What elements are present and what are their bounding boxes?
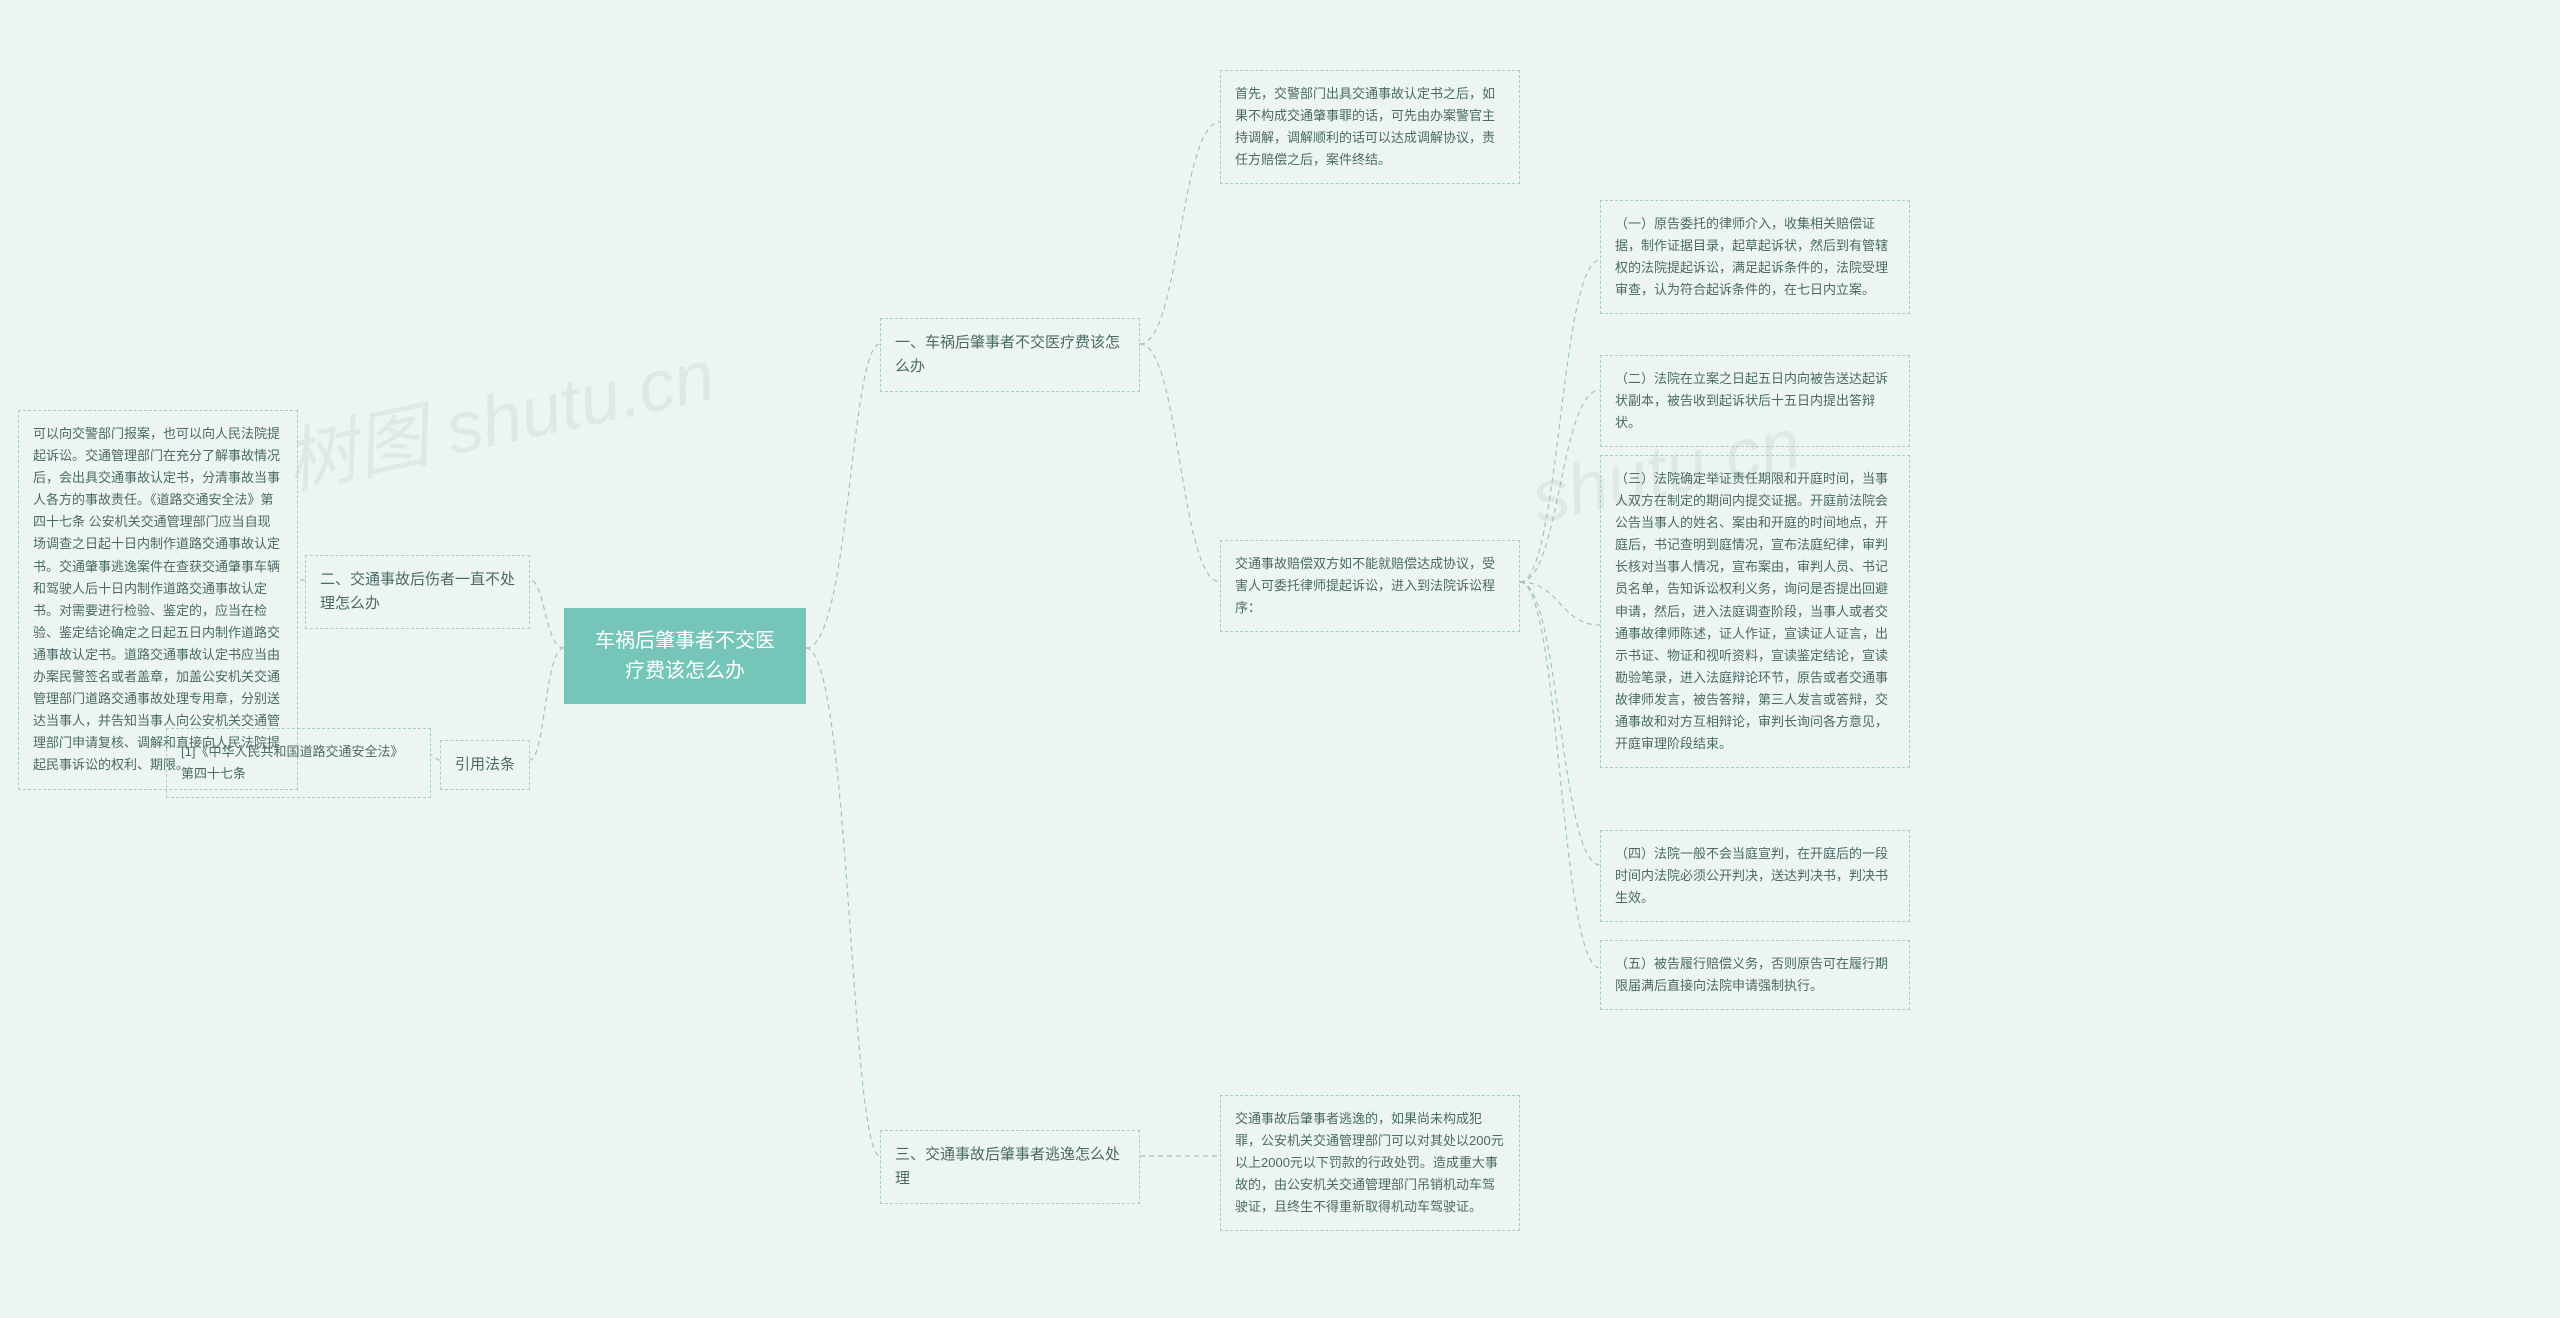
leaf-node: （五）被告履行赔偿义务，否则原告可在履行期限届满后直接向法院申请强制执行。 xyxy=(1600,940,1910,1010)
branch-node: 引用法条 xyxy=(440,740,530,790)
branch-node: 二、交通事故后伤者一直不处理怎么办 xyxy=(305,555,530,629)
leaf-node: [1]《中华人民共和国道路交通安全法》第四十七条 xyxy=(166,728,431,798)
leaf-node: 交通事故赔偿双方如不能就赔偿达成协议，受害人可委托律师提起诉讼，进入到法院诉讼程… xyxy=(1220,540,1520,632)
branch-node: 一、车祸后肇事者不交医疗费该怎么办 xyxy=(880,318,1140,392)
leaf-node: 交通事故后肇事者逃逸的，如果尚未构成犯罪，公安机关交通管理部门可以对其处以200… xyxy=(1220,1095,1520,1231)
watermark: 树图 shutu.cn xyxy=(274,316,722,509)
leaf-node: （四）法院一般不会当庭宣判，在开庭后的一段时间内法院必须公开判决，送达判决书，判… xyxy=(1600,830,1910,922)
center-node: 车祸后肇事者不交医疗费该怎么办 xyxy=(564,608,806,704)
leaf-node: （三）法院确定举证责任期限和开庭时间，当事人双方在制定的期间内提交证据。开庭前法… xyxy=(1600,455,1910,768)
leaf-node: （二）法院在立案之日起五日内向被告送达起诉状副本，被告收到起诉状后十五日内提出答… xyxy=(1600,355,1910,447)
leaf-node: 首先，交警部门出具交通事故认定书之后，如果不构成交通肇事罪的话，可先由办案警官主… xyxy=(1220,70,1520,184)
leaf-node: （一）原告委托的律师介入，收集相关赔偿证据，制作证据目录，起草起诉状，然后到有管… xyxy=(1600,200,1910,314)
branch-node: 三、交通事故后肇事者逃逸怎么处理 xyxy=(880,1130,1140,1204)
